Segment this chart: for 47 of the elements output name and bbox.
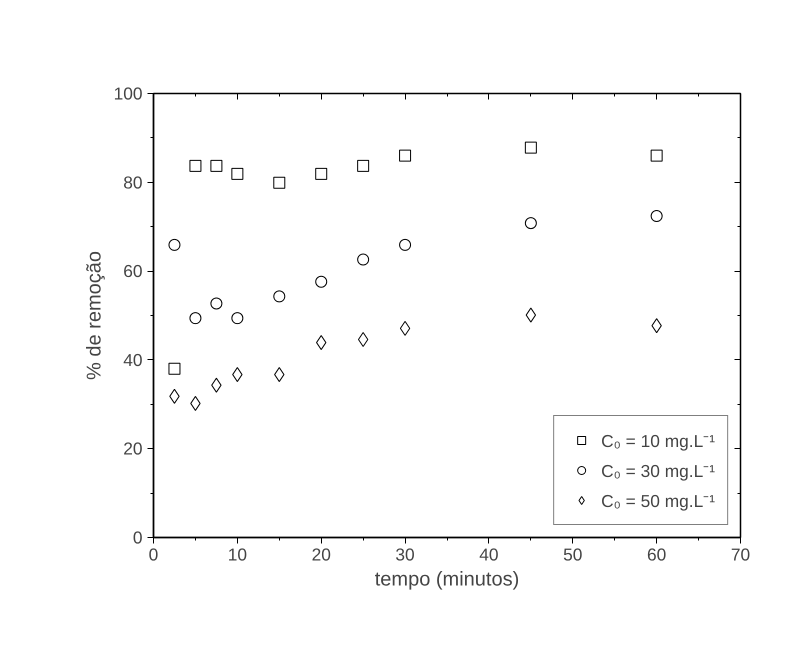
point xyxy=(357,254,370,266)
point xyxy=(651,318,662,334)
point xyxy=(168,238,180,251)
point xyxy=(190,396,201,411)
point xyxy=(400,320,410,336)
point xyxy=(526,308,536,323)
point xyxy=(650,150,663,162)
y-tick-label: 0 xyxy=(132,528,143,548)
point xyxy=(650,210,663,222)
point xyxy=(358,332,368,347)
x-tick-label: 60 xyxy=(647,544,666,564)
point xyxy=(210,160,222,172)
point xyxy=(168,362,180,375)
point xyxy=(232,367,243,382)
point xyxy=(273,290,286,302)
point xyxy=(524,142,537,154)
x-tick-label: 70 xyxy=(730,544,750,564)
point xyxy=(169,388,180,404)
y-axis-title: % de remoção xyxy=(84,251,106,380)
x-axis-title: tempo (minutos) xyxy=(374,568,520,590)
y-tick-label: 40 xyxy=(123,350,143,370)
point xyxy=(211,378,222,393)
legend-label: C₀ = 30 mg.L⁻¹ xyxy=(601,460,715,482)
x-tick-label: 10 xyxy=(228,544,247,564)
point xyxy=(357,160,370,172)
point xyxy=(231,168,244,180)
x-tick-label: 50 xyxy=(563,544,582,564)
point xyxy=(273,176,286,189)
point xyxy=(189,160,202,172)
point xyxy=(315,276,328,288)
point xyxy=(189,312,202,324)
legend-label: C₀ = 10 mg.L⁻¹ xyxy=(601,430,715,452)
point xyxy=(231,312,244,324)
point xyxy=(315,168,328,180)
y-tick-label: 20 xyxy=(123,438,143,459)
point xyxy=(399,150,412,162)
y-tick-label: 60 xyxy=(123,261,143,282)
x-tick-label: 20 xyxy=(312,544,331,564)
y-tick-label: 100 xyxy=(114,84,143,104)
x-tick-label: 0 xyxy=(148,544,158,564)
x-tick-label: 40 xyxy=(479,544,499,564)
legend-label: C₀ = 50 mg.L⁻¹ xyxy=(601,490,715,512)
x-tick-label: 30 xyxy=(395,544,415,564)
y-tick-label: 80 xyxy=(123,172,143,192)
point xyxy=(399,238,412,251)
point xyxy=(210,298,222,310)
point xyxy=(524,217,537,230)
